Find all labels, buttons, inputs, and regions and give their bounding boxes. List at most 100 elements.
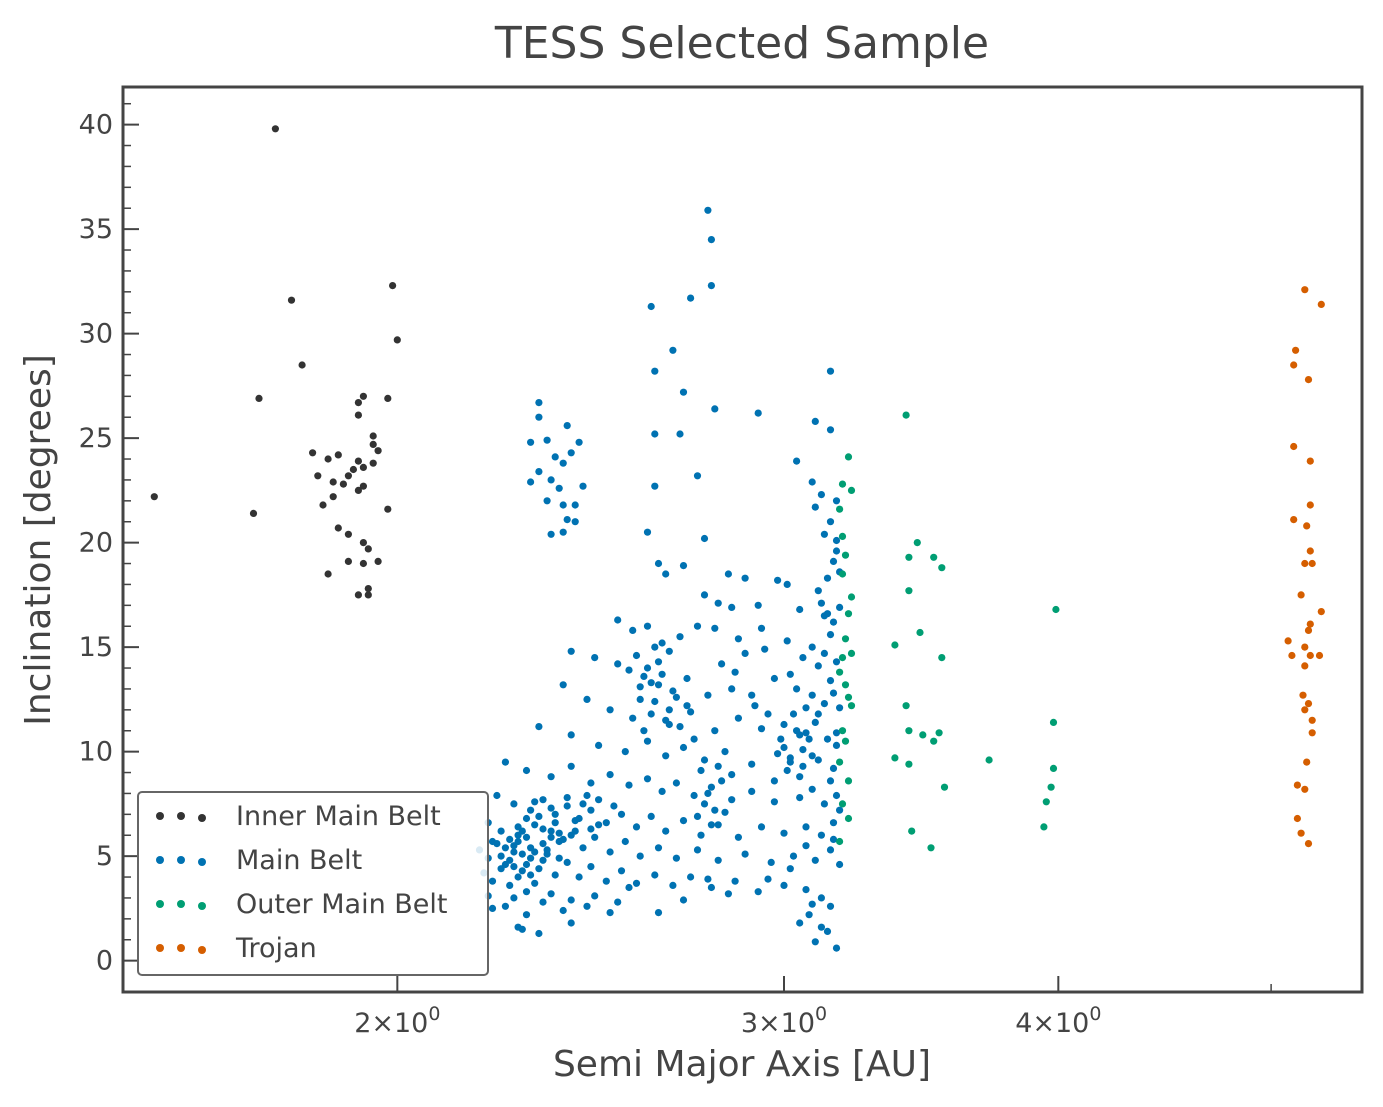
point-s1-7 [826, 367, 835, 375]
point-s1-9 [711, 405, 719, 413]
point-s1-335 [555, 854, 563, 862]
point-s1-239 [811, 938, 819, 946]
point-s1-31 [559, 528, 567, 536]
point-s2-18 [836, 837, 844, 846]
point-s1-320 [535, 812, 543, 821]
point-s1-54 [700, 591, 709, 599]
point-s1-277 [829, 835, 838, 844]
point-s1-35 [693, 472, 702, 480]
point-s1-255 [731, 668, 739, 676]
chart-title: TESS Selected Sample [494, 18, 989, 69]
point-s1-11 [535, 399, 543, 407]
point-s1-46 [654, 559, 663, 568]
point-s1-56 [728, 603, 736, 612]
point-s1-323 [559, 835, 567, 844]
point-s1-268 [826, 631, 835, 639]
point-s1-84 [728, 685, 736, 693]
point-s1-199 [602, 877, 610, 885]
point-s1-163 [497, 827, 505, 835]
point-s1-293 [676, 723, 684, 731]
point-s1-20 [535, 468, 543, 476]
point-s0-2 [255, 394, 263, 402]
point-s1-113 [700, 756, 709, 764]
point-s1-274 [832, 741, 841, 750]
point-s1-116 [774, 750, 782, 758]
point-s0-37 [374, 557, 382, 566]
point-s1-48 [679, 562, 688, 570]
point-s0-5 [298, 361, 306, 369]
point-s1-145 [563, 802, 571, 810]
point-s3-14 [1317, 608, 1325, 616]
point-s0-25 [339, 480, 347, 488]
point-s2-45 [1042, 798, 1050, 806]
point-s1-124 [567, 762, 575, 770]
point-s1-131 [690, 791, 698, 800]
point-s1-137 [808, 785, 816, 793]
point-s1-257 [718, 660, 726, 668]
point-s1-336 [488, 837, 497, 846]
point-s1-58 [796, 605, 804, 614]
point-s1-79 [640, 672, 648, 681]
point-s2-13 [841, 737, 850, 745]
point-s2-48 [927, 844, 935, 852]
point-s1-27 [571, 501, 579, 509]
point-s0-19 [359, 463, 367, 471]
point-s1-128 [643, 775, 652, 783]
point-s1-69 [734, 635, 743, 643]
point-s1-66 [676, 633, 684, 641]
point-s1-135 [770, 798, 779, 806]
point-s1-34 [651, 482, 659, 490]
point-s1-87 [793, 685, 801, 693]
x-tick-label: 4×100 [1015, 1003, 1101, 1039]
point-s1-59 [817, 599, 826, 607]
point-s0-10 [354, 411, 362, 419]
point-s1-253 [764, 710, 772, 718]
point-s1-77 [614, 660, 622, 668]
point-s1-3 [647, 302, 655, 311]
point-s1-228 [654, 909, 663, 917]
legend-label: Main Belt [236, 845, 362, 876]
point-s1-315 [587, 825, 595, 833]
point-s1-349 [796, 773, 804, 781]
point-s0-36 [359, 559, 367, 568]
point-s1-236 [805, 911, 813, 919]
point-s1-276 [836, 806, 844, 814]
point-s1-226 [583, 902, 591, 910]
point-s1-125 [587, 779, 595, 787]
point-s1-234 [802, 886, 810, 894]
point-s0-12 [369, 432, 377, 440]
point-s0-39 [364, 585, 372, 593]
point-s3-8 [1290, 516, 1298, 524]
point-s1-207 [754, 888, 762, 896]
point-s1-202 [651, 871, 659, 879]
point-s1-203 [669, 881, 677, 890]
point-s1-72 [808, 643, 816, 651]
point-s1-263 [826, 677, 835, 685]
point-s1-282 [658, 670, 666, 678]
point-s2-36 [930, 737, 938, 745]
point-s0-26 [359, 482, 367, 490]
point-s1-302 [714, 762, 722, 770]
point-s1-156 [734, 833, 743, 841]
point-s1-347 [802, 729, 810, 737]
point-s1-200 [617, 867, 626, 875]
point-s1-247 [724, 890, 733, 898]
point-s1-307 [522, 814, 531, 823]
point-s1-64 [643, 622, 652, 630]
point-s1-148 [602, 819, 610, 827]
point-s1-106 [535, 723, 543, 731]
point-s1-136 [796, 794, 804, 802]
point-s1-219 [614, 898, 622, 906]
point-s1-2 [707, 282, 716, 290]
point-s1-180 [714, 856, 722, 864]
point-s1-333 [539, 856, 547, 864]
point-s1-267 [823, 574, 832, 582]
point-s3-25 [1301, 706, 1309, 714]
point-s1-78 [625, 666, 633, 674]
point-s1-24 [579, 482, 587, 490]
point-s1-271 [832, 497, 841, 505]
point-s1-151 [647, 812, 655, 821]
point-s1-143 [539, 796, 547, 804]
point-s0-38 [324, 570, 332, 578]
point-s1-309 [539, 825, 547, 833]
